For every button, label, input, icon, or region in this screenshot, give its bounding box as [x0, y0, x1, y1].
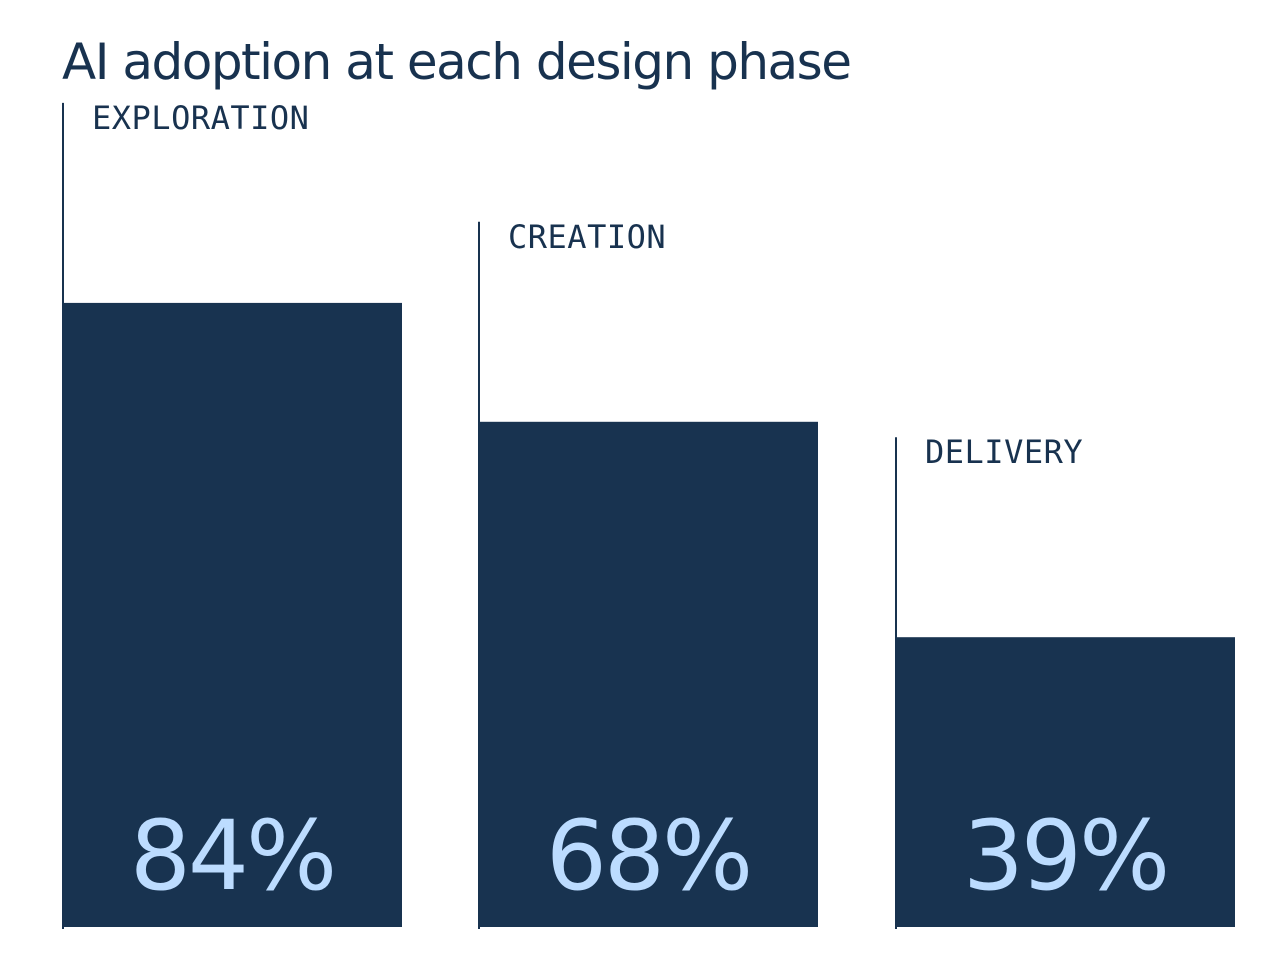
bar-creation	[478, 421, 818, 927]
bar-delivery	[895, 637, 1235, 927]
value-label: 39%	[963, 800, 1167, 912]
bar-exploration	[62, 302, 402, 927]
value-label: 68%	[546, 800, 750, 912]
value-label: 84%	[130, 800, 334, 912]
category-label: CREATION	[508, 218, 666, 256]
category-label: DELIVERY	[925, 433, 1083, 471]
chart-title: AI adoption at each design phase	[62, 33, 852, 91]
category-label: EXPLORATION	[92, 99, 309, 137]
